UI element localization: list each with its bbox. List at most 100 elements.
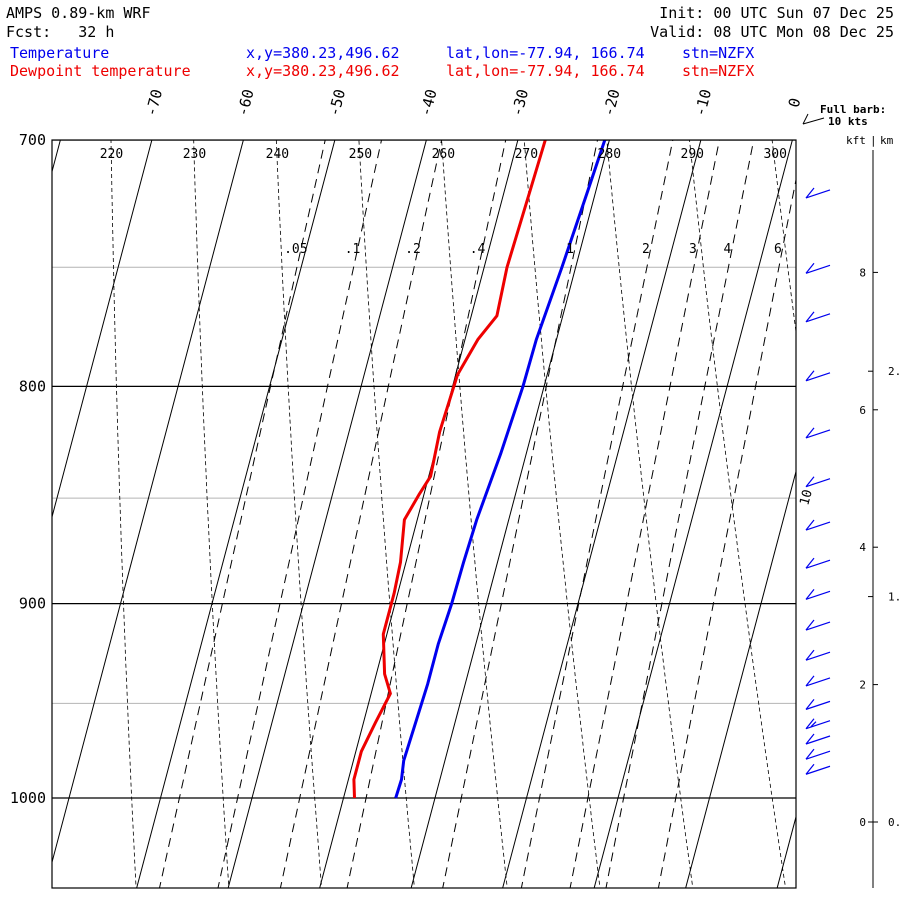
theta-label: 250: [349, 147, 372, 162]
wind-barb: [805, 187, 831, 199]
wind-barb-shaft: [805, 264, 831, 274]
wind-barb: [805, 619, 831, 631]
wind-barb: [805, 675, 831, 687]
km-tick-label: 2.: [888, 365, 900, 378]
mixing-ratio-line: [279, 140, 443, 888]
dry-adiabat-line: [441, 140, 508, 888]
isotherm-line: [776, 814, 796, 888]
mixing-ratio-label: 6: [774, 242, 782, 257]
theta-label: 270: [515, 147, 538, 162]
wind-barb-flag: [805, 675, 815, 687]
isotherm-line: [502, 140, 702, 888]
wind-barb-shaft: [805, 750, 831, 760]
wind-barb-shaft: [805, 735, 831, 745]
dewpoint-profile: [352, 140, 547, 799]
theta-label: 300: [763, 147, 786, 162]
wind-barb: [805, 748, 831, 760]
isotherm-tick-label: 0: [785, 96, 805, 109]
mixing-ratio-label: .4: [470, 242, 486, 257]
theta-label: 290: [681, 147, 704, 162]
pressure-tick-label: 900: [19, 595, 46, 613]
temperature-station: stn=NZFX: [682, 44, 755, 62]
wind-barb-shaft: [805, 189, 831, 199]
kft-tick-label: 4: [859, 541, 866, 554]
isotherm-tick-label: -30: [508, 87, 532, 118]
wind-barb-flag: [805, 262, 815, 274]
isotherm-tick-label: -40: [416, 87, 440, 118]
wind-barb-shaft: [805, 720, 831, 730]
forecast-hour: Fcst: 32 h: [6, 23, 115, 41]
dry-adiabat-line: [358, 140, 415, 888]
valid-time: Valid: 08 UTC Mon 08 Dec 25: [650, 23, 894, 41]
wind-barb-shaft: [805, 429, 831, 439]
dry-adiabat-line: [689, 140, 787, 888]
wind-barb-flag: [805, 427, 815, 439]
wind-barb: [805, 718, 831, 730]
wind-barb-shaft: [805, 372, 831, 382]
wind-barb: [805, 763, 831, 775]
wind-barb-flag: [805, 718, 815, 730]
wind-barb-flag: [805, 476, 815, 488]
dry-adiabat-line: [841, 32, 900, 900]
wind-barb: [805, 649, 831, 661]
dewpoint-latlon: lat,lon=-77.94, 166.74: [446, 62, 645, 80]
theta-label: 260: [432, 147, 455, 162]
kft-tick-label: 6: [859, 404, 866, 417]
wind-barb: [805, 427, 831, 439]
plot-frame: [51, 139, 797, 889]
wind-barb: [805, 557, 831, 569]
barb-legend-value: 10 kts: [828, 115, 868, 128]
barb-legend-title: Full barb:: [820, 103, 886, 116]
wind-barb-shaft: [805, 677, 831, 687]
wind-barb-flag: [805, 748, 815, 760]
wind-barb-shaft: [805, 621, 831, 631]
isotherm-line: [410, 140, 610, 888]
kft-axis-title: kft: [846, 134, 866, 147]
wind-barb: [805, 476, 831, 488]
isotherm-line: [593, 140, 793, 888]
dry-adiabat-line: [193, 140, 230, 888]
isotherm-line: [52, 140, 153, 519]
kft-tick-label: 0: [859, 816, 866, 829]
km-axis-title: km: [880, 134, 894, 147]
dry-adiabat-line: [275, 140, 323, 888]
temperature-xy: x,y=380.23,496.62: [246, 44, 400, 62]
isotherm-line: [52, 140, 244, 865]
isotherm-tick-label: -60: [233, 87, 257, 118]
wind-barb: [805, 698, 831, 710]
mixing-ratio-label: 1: [566, 242, 574, 257]
pressure-tick-label: 800: [19, 377, 46, 395]
wind-barb: [805, 262, 831, 274]
dewpoint-xy: x,y=380.23,496.62: [246, 62, 400, 80]
wind-barb-flag: [805, 649, 815, 661]
temperature-profile: [394, 140, 607, 799]
pressure-tick-label: 700: [19, 131, 46, 149]
wind-barb: [805, 311, 831, 323]
isotherm-tick-label: -70: [142, 87, 166, 118]
temperature-latlon: lat,lon=-77.94, 166.74: [446, 44, 645, 62]
init-time: Init: 00 UTC Sun 07 Dec 25: [659, 4, 894, 22]
wind-barb-flag: [805, 733, 815, 745]
axis-separator: |: [870, 134, 877, 147]
theta-label: 280: [598, 147, 621, 162]
dry-adiabat-line: [606, 140, 694, 888]
wind-barb-half-flag: [810, 721, 817, 728]
wind-barb-shaft: [805, 521, 831, 531]
barb-legend-shaft: [802, 117, 825, 125]
barb-legend-flag: [802, 113, 809, 125]
wind-barb-flag: [805, 698, 815, 710]
mixing-ratio-label: 4: [723, 242, 731, 257]
kft-tick-label: 8: [859, 266, 866, 279]
isotherm-line: [136, 140, 336, 888]
wind-barb-shaft: [805, 559, 831, 569]
wind-barb-flag: [805, 311, 815, 323]
mixing-ratio-label: 2: [642, 242, 650, 257]
dry-adiabat-line: [523, 140, 601, 888]
kft-tick-label: 2: [859, 679, 866, 692]
mixing-ratio-line: [346, 140, 507, 888]
mixing-ratio-line: [158, 140, 326, 888]
mixing-ratio-label: 3: [689, 242, 697, 257]
wind-barb-shaft: [805, 478, 831, 488]
isotherm-tick-label: -20: [599, 87, 623, 118]
